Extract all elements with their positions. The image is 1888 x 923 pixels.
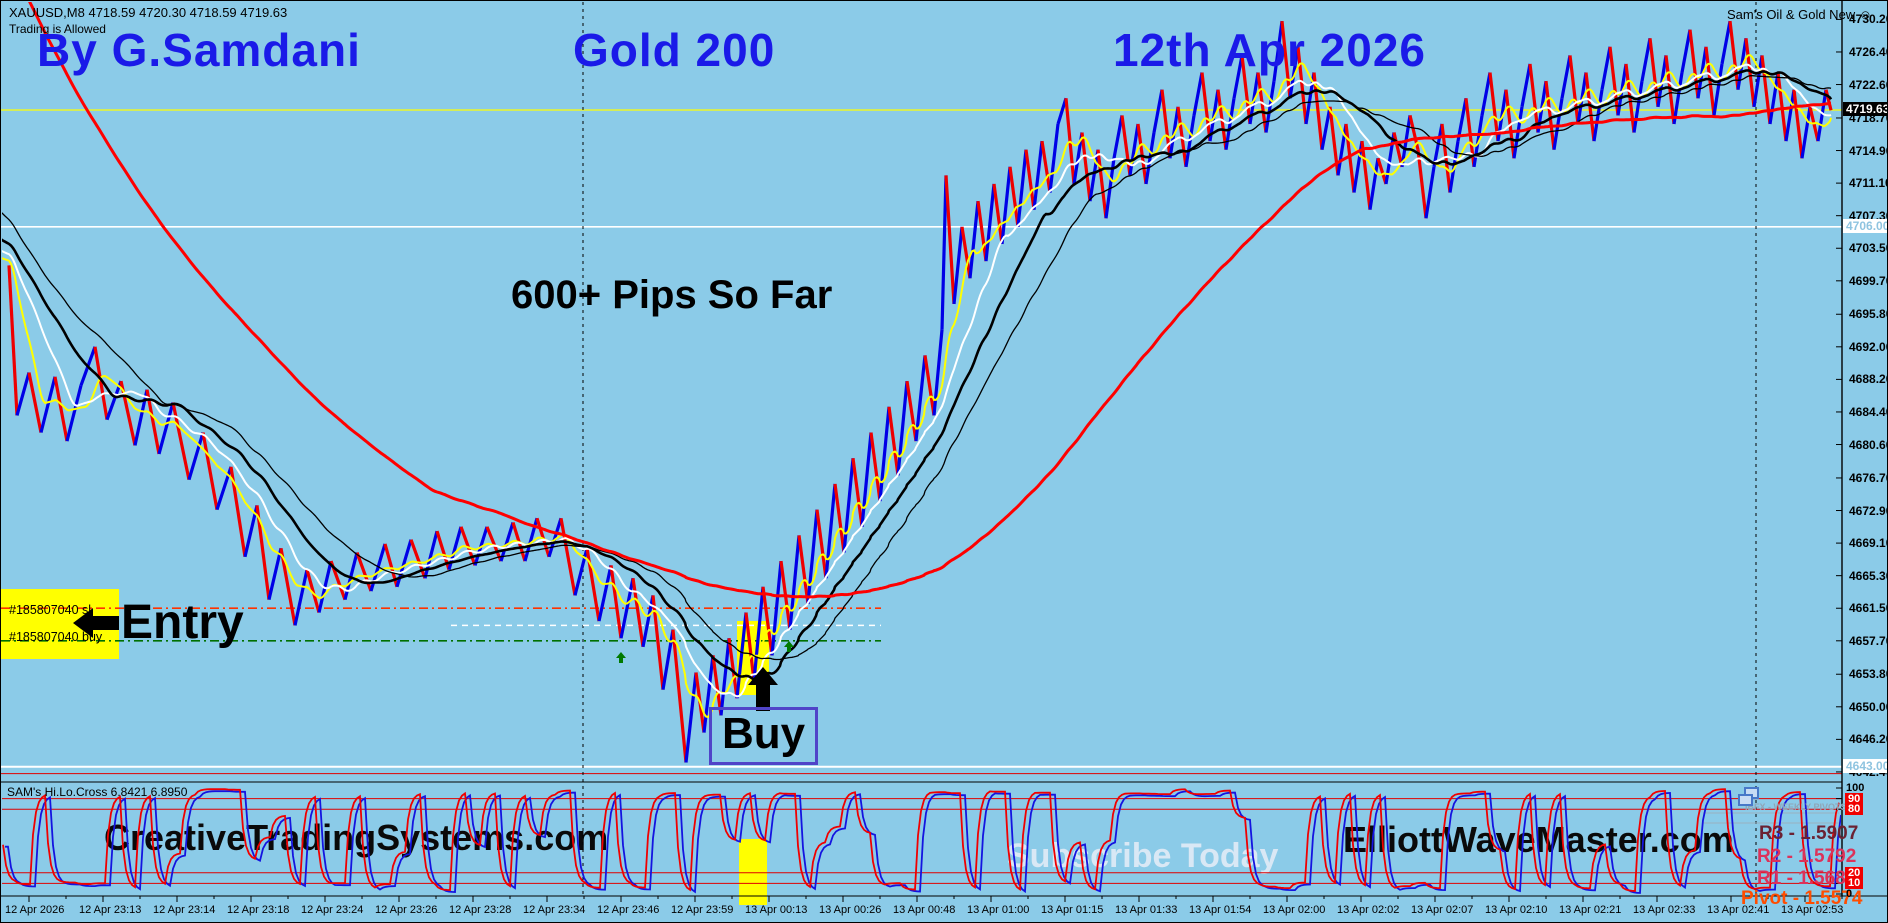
time-tick-label: 13 Apr 02:00 bbox=[1263, 904, 1326, 916]
symbol-ohlc-line: XAUUSD,M8 4718.59 4720.30 4718.59 4719.6… bbox=[9, 5, 288, 20]
price-tick-label: 4646.20 bbox=[1849, 732, 1887, 747]
time-tick-label: 13 Apr 02:10 bbox=[1485, 904, 1548, 916]
time-tick-label: 12 Apr 23:18 bbox=[227, 904, 290, 916]
time-tick-label: 13 Apr 00:13 bbox=[745, 904, 808, 916]
price-tick-label: 4703.50 bbox=[1849, 241, 1887, 256]
oscillator-series bbox=[2, 788, 1841, 894]
price-tick-label: 4692.00 bbox=[1849, 339, 1887, 354]
price-tick-label: 4695.80 bbox=[1849, 307, 1887, 322]
price-tick-label: 4676.70 bbox=[1849, 470, 1887, 485]
oscillator-name-label: SAM's Hi.Lo.Cross 6.8421 6.8950 bbox=[7, 785, 188, 799]
time-tick-label: 13 Apr 02:21 bbox=[1559, 904, 1622, 916]
time-tick-label: 13 Apr 01:15 bbox=[1041, 904, 1104, 916]
ma-line-fast bbox=[2, 54, 1832, 719]
pivot-panel-header: IBFX - WEEKLY PIVOTS bbox=[1745, 802, 1847, 812]
price-tick-label: 4680.60 bbox=[1849, 437, 1887, 452]
time-tick-label: 12 Apr 23:24 bbox=[301, 904, 364, 916]
entry-label: Entry bbox=[121, 596, 244, 649]
time-tick-label: 12 Apr 23:46 bbox=[597, 904, 660, 916]
price-tick-label: 4726.40 bbox=[1849, 44, 1887, 59]
order-buy-label: #185807040 buy bbox=[9, 630, 103, 644]
buy-annotation[interactable]: Buy bbox=[709, 707, 819, 766]
price-tick-label: 4730.20 bbox=[1849, 12, 1887, 27]
time-tick-label: 12 Apr 23:14 bbox=[153, 904, 216, 916]
author-text: By G.Samdani bbox=[37, 24, 361, 76]
price-tick-label: 4699.70 bbox=[1849, 273, 1887, 288]
time-tick-label: 12 Apr 23:28 bbox=[449, 904, 512, 916]
time-tick-label: 13 Apr 02:02 bbox=[1337, 904, 1400, 916]
time-tick-label: 12 Apr 23:26 bbox=[375, 904, 438, 916]
indicator-scale-label: 100 bbox=[1846, 782, 1865, 794]
buy-arrow-icon bbox=[748, 667, 778, 711]
pivot-p-label: Pivot - 1.5574 bbox=[1741, 888, 1863, 909]
time-tick-label: 13 Apr 00:48 bbox=[893, 904, 956, 916]
time-tick-label: 13 Apr 01:00 bbox=[967, 904, 1030, 916]
moving-averages bbox=[2, 2, 1833, 719]
time-tick-label: 12 Apr 23:34 bbox=[523, 904, 586, 916]
buy-signal-marker bbox=[784, 641, 794, 652]
time-tick-label: 13 Apr 02:53 bbox=[1781, 904, 1844, 916]
price-tick-label: 4672.90 bbox=[1849, 503, 1887, 518]
price-tick-label: 4688.20 bbox=[1849, 372, 1887, 387]
price-tick-label: 4722.60 bbox=[1849, 77, 1887, 92]
ma-line-mid bbox=[2, 63, 1832, 698]
marked-price-label: 4643.00 bbox=[1843, 758, 1887, 773]
chart-title-text: Gold 200 bbox=[573, 24, 776, 76]
pivot-r2-label: R2 - 1.5792 bbox=[1757, 846, 1857, 867]
time-tick-label: 12 Apr 2026 bbox=[5, 904, 65, 916]
oscillator-blue-line bbox=[5, 790, 1841, 894]
time-tick-label: 12 Apr 23:59 bbox=[671, 904, 734, 916]
trading-status: Trading is Allowed bbox=[9, 22, 106, 36]
time-tick-label: 13 Apr 02:41 bbox=[1707, 904, 1770, 916]
chart-date-text: 12th Apr 2026 bbox=[1113, 24, 1426, 76]
price-tick-label: 4657.70 bbox=[1849, 633, 1887, 648]
restore-window-icon[interactable] bbox=[1737, 786, 1761, 808]
top-right-note: Sam's Oil & Gold New ☺ bbox=[1727, 7, 1873, 22]
pivot-r1-label: R1 - 1.5689 bbox=[1757, 868, 1857, 889]
indicator-scale-label: 20 bbox=[1845, 866, 1864, 879]
time-tick-label: 13 Apr 01:33 bbox=[1115, 904, 1178, 916]
buy-label: Buy bbox=[722, 709, 806, 758]
ma-line-slow bbox=[2, 69, 1833, 682]
ma-line-slowest bbox=[28, 2, 1831, 599]
time-tick-label: 13 Apr 02:33 bbox=[1633, 904, 1696, 916]
price-tick-label: 4665.30 bbox=[1849, 568, 1887, 583]
ma-line-slower bbox=[2, 74, 1832, 661]
price-tick-label: 4684.40 bbox=[1849, 404, 1887, 419]
indicator-scale-label: 0 bbox=[1846, 888, 1853, 900]
current-price-label: 4719.63 bbox=[1843, 102, 1887, 116]
pips-text: 600+ Pips So Far bbox=[511, 273, 833, 317]
price-tick-label: 4669.10 bbox=[1849, 536, 1887, 551]
time-tick-label: 12 Apr 23:13 bbox=[79, 904, 142, 916]
marked-price-label: 4706.00 bbox=[1843, 218, 1887, 233]
oscillator-red-line bbox=[2, 788, 1840, 892]
time-tick-label: 13 Apr 02:07 bbox=[1411, 904, 1474, 916]
order-sl-label: #185807040 sl bbox=[9, 603, 92, 617]
price-tick-label: 4661.50 bbox=[1849, 601, 1887, 616]
price-series bbox=[7, 20, 1833, 763]
time-tick-label: 13 Apr 01:54 bbox=[1189, 904, 1252, 916]
indicator-signal-highlight bbox=[739, 839, 767, 905]
pivot-r3-label: R3 - 1.5907 bbox=[1759, 823, 1859, 844]
indicator-scale-label: 80 bbox=[1845, 803, 1864, 816]
indicator-scale-label: 90 bbox=[1845, 792, 1864, 805]
entry-arrow-icon bbox=[73, 607, 119, 638]
price-tick-label: 4650.00 bbox=[1849, 699, 1887, 714]
price-tick-label: 4711.10 bbox=[1849, 176, 1888, 191]
time-tick-label: 13 Apr 00:26 bbox=[819, 904, 882, 916]
price-tick-label: 4653.80 bbox=[1849, 667, 1887, 682]
buy-signal-marker bbox=[616, 652, 626, 663]
price-tick-label: 4714.90 bbox=[1849, 143, 1887, 158]
entry-annotation[interactable]: Entry bbox=[73, 595, 244, 650]
indicator-scale-label: 10 bbox=[1845, 877, 1864, 890]
